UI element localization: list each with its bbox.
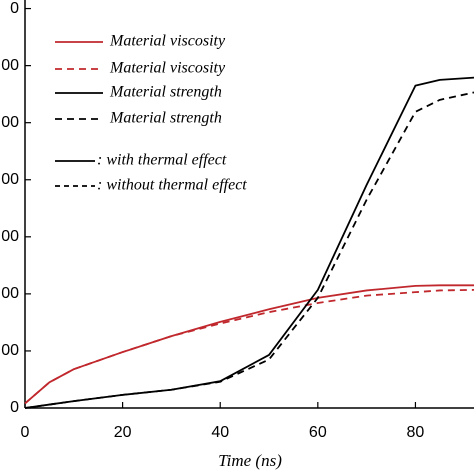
series-line: [24, 288, 474, 405]
legend-label: Material strength: [109, 84, 222, 101]
x-axis-label: Time (ns): [218, 451, 282, 470]
series-line: [24, 284, 474, 405]
x-tick-label: 20: [114, 424, 132, 441]
y-tick-label: 00: [1, 228, 19, 245]
legend-label: Material viscosity: [109, 60, 226, 77]
y-tick-label: 0: [10, 0, 19, 17]
x-tick-label: 40: [211, 424, 229, 441]
y-tick-label: 00: [1, 114, 19, 131]
legend-label: : without thermal effect: [97, 177, 247, 194]
x-tick-label: 80: [407, 424, 425, 441]
series-line: [24, 91, 474, 409]
y-tick-label: 00: [1, 342, 19, 359]
y-tick-label: 00: [1, 285, 19, 302]
x-tick-label: 60: [309, 424, 327, 441]
legend-label: Material viscosity: [109, 33, 226, 50]
x-tick-label: 0: [21, 424, 30, 441]
series-line: [24, 76, 474, 409]
y-tick-label: 0: [10, 399, 19, 416]
legend-label: Material strength: [109, 110, 222, 127]
y-tick-label: 00: [1, 171, 19, 188]
legend-label: : with thermal effect: [97, 152, 227, 169]
y-tick-label: 00: [1, 57, 19, 74]
